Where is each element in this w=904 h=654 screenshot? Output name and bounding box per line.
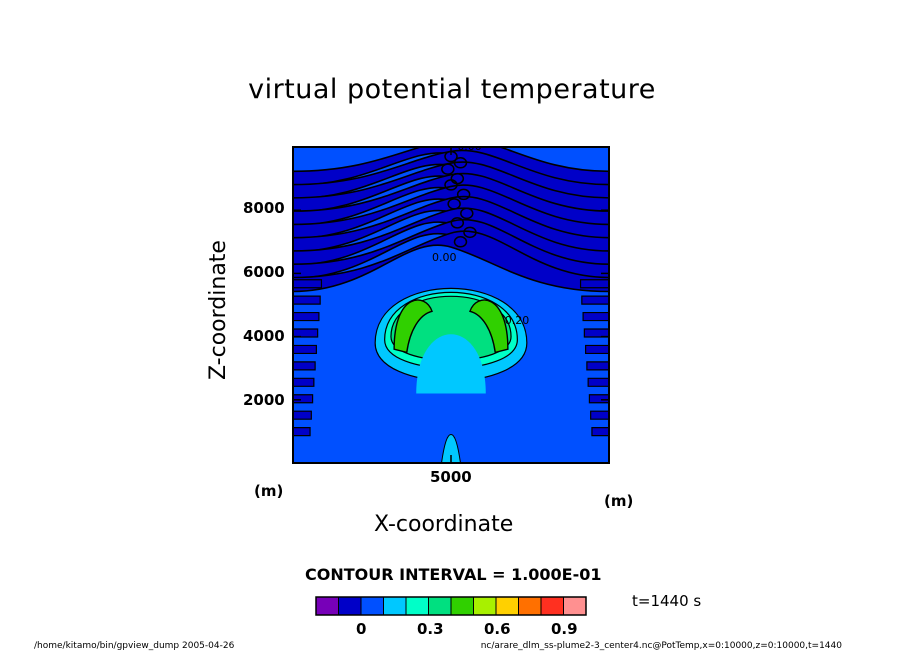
colorbar-swatch	[315, 596, 339, 616]
contour-field	[293, 147, 609, 463]
colorbar-swatch	[360, 596, 384, 616]
contour-band	[588, 394, 609, 404]
contour-band	[582, 311, 609, 322]
colorbar-frame	[315, 596, 587, 616]
thermal-core-left	[393, 299, 433, 354]
contour-band	[590, 410, 609, 420]
x-axis-label: X-coordinate	[374, 512, 514, 537]
contour-band	[581, 295, 609, 305]
colorbar-swatch	[518, 596, 542, 616]
contour-band	[583, 328, 609, 338]
contour-band	[293, 230, 609, 293]
contour-loop	[444, 179, 458, 191]
colorbar	[315, 596, 587, 616]
colorbar-swatch	[473, 596, 497, 616]
colorbar-swatch	[405, 596, 429, 616]
contour-loop	[456, 188, 471, 201]
contour-loop	[463, 226, 477, 239]
contour-loop	[441, 163, 455, 175]
y-tick-label-4000: 4000	[243, 327, 285, 345]
contour-loop	[460, 207, 474, 220]
thermal-center	[416, 334, 486, 394]
contour-band	[293, 295, 321, 305]
contour-band	[293, 279, 323, 289]
contour-loop	[447, 198, 461, 210]
contour-band	[586, 361, 609, 371]
contour-band	[293, 377, 315, 387]
y-unit: (m)	[254, 482, 284, 500]
contour-band	[293, 394, 314, 404]
colorbar-swatch	[428, 596, 452, 616]
axes	[293, 147, 609, 463]
contour-band	[293, 328, 319, 338]
time-label: t=1440 s	[632, 592, 702, 610]
colorbar-label-0: 0	[356, 620, 367, 638]
contour-label: 0.00	[457, 140, 482, 153]
chart-title: virtual potential temperature	[248, 74, 656, 105]
x-unit: (m)	[604, 492, 634, 510]
contour-lines: 0.00 0.00 0.20	[432, 140, 529, 327]
colorbar-swatch	[383, 596, 407, 616]
colorbar-label-0.9: 0.9	[551, 620, 578, 638]
footer-path: /home/kitamo/bin/gpview_dump 2005-04-26	[34, 641, 235, 651]
colorbar-swatch	[563, 596, 587, 616]
colorbar-label-0.6: 0.6	[484, 620, 511, 638]
contour-band	[293, 311, 320, 322]
plume-stem	[441, 434, 461, 463]
contour-loop	[450, 217, 465, 229]
contour-label: 0.20	[505, 314, 529, 327]
x-tick-label-5000: 5000	[430, 468, 472, 486]
y-axis-label: Z-coordinate	[206, 240, 231, 380]
contour-band	[293, 361, 316, 371]
contour-band	[293, 427, 311, 437]
contour-band	[293, 410, 312, 420]
colorbar-swatch	[540, 596, 564, 616]
contour-interval-label: CONTOUR INTERVAL = 1.000E-01	[305, 565, 602, 584]
contour-loop	[453, 236, 468, 248]
contour-band	[591, 427, 609, 437]
contour-band	[585, 344, 609, 355]
contour-band	[579, 279, 609, 289]
colorbar-label-0.3: 0.3	[417, 620, 444, 638]
footer-source: nc/arare_dlm_ss-plume2-3_center4.nc@PotT…	[480, 641, 842, 651]
contour-band	[587, 377, 609, 387]
colorbar-swatch	[450, 596, 474, 616]
y-tick-label-8000: 8000	[243, 199, 285, 217]
contour-band	[293, 344, 317, 355]
contour-label: 0.00	[432, 251, 457, 264]
y-tick-label-6000: 6000	[243, 263, 285, 281]
colorbar-swatch	[495, 596, 519, 616]
colorbar-swatch	[338, 596, 362, 616]
thermal-core-right	[469, 299, 509, 354]
y-tick-label-2000: 2000	[243, 391, 285, 409]
contour-loop	[453, 157, 468, 169]
